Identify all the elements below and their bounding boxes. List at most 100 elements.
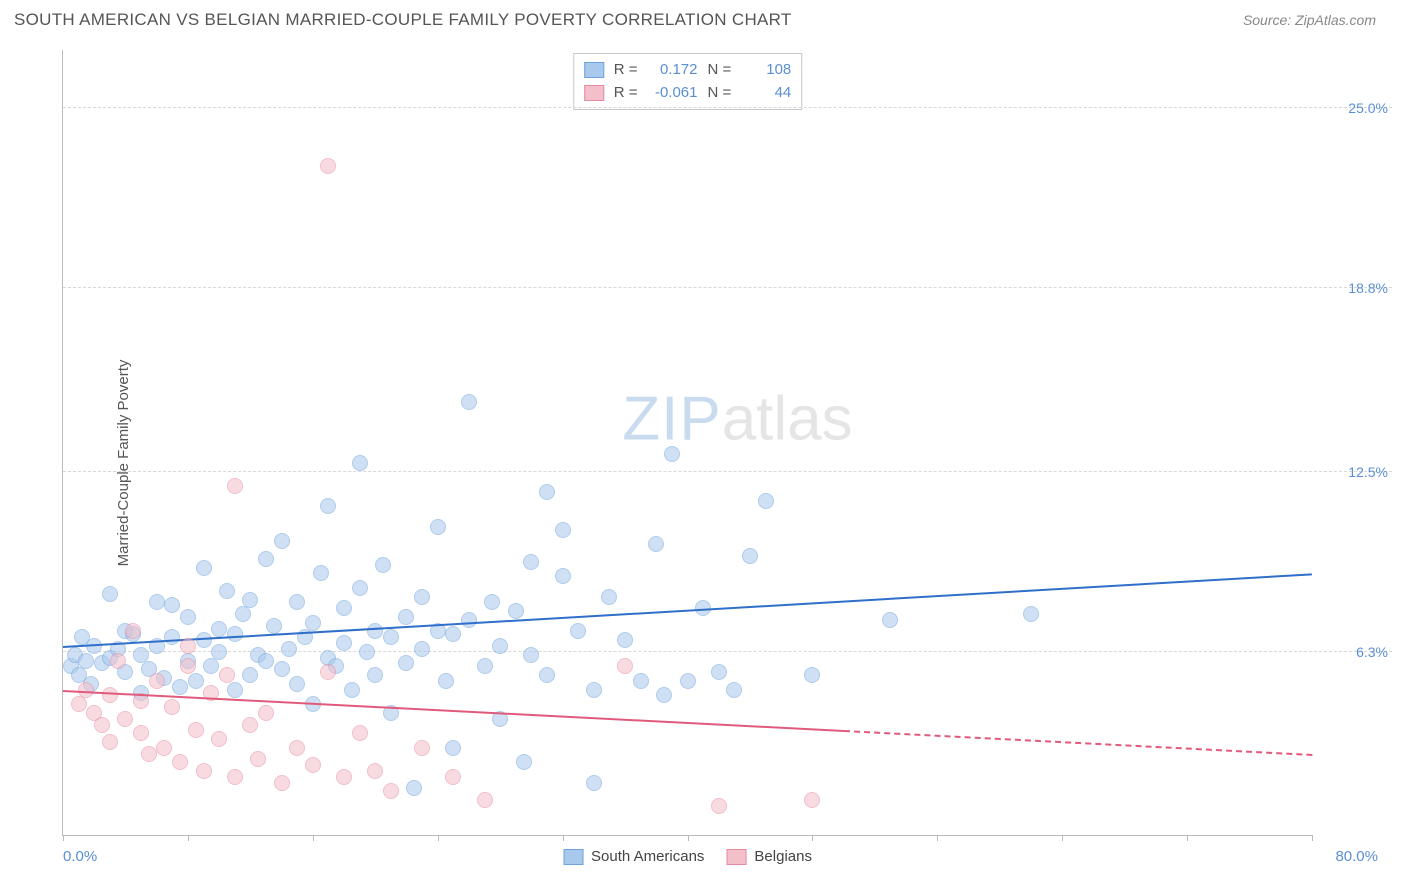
data-point-south_americans [523, 554, 539, 570]
data-point-south_americans [359, 644, 375, 660]
legend-label-1: Belgians [754, 848, 812, 865]
stats-row-1: R = -0.061 N = 44 [584, 81, 792, 104]
data-point-belgians [149, 673, 165, 689]
data-point-south_americans [164, 597, 180, 613]
data-point-south_americans [352, 580, 368, 596]
data-point-south_americans [211, 621, 227, 637]
data-point-south_americans [219, 583, 235, 599]
data-point-south_americans [242, 592, 258, 608]
x-tick [438, 835, 439, 841]
data-point-south_americans [633, 673, 649, 689]
data-point-south_americans [352, 455, 368, 471]
data-point-belgians [78, 682, 94, 698]
x-axis-max: 80.0% [1335, 848, 1378, 865]
data-point-south_americans [680, 673, 696, 689]
data-point-belgians [414, 740, 430, 756]
data-point-south_americans [484, 594, 500, 610]
gridline [63, 107, 1392, 108]
data-point-belgians [320, 664, 336, 680]
data-point-belgians [804, 792, 820, 808]
legend-swatch-1 [726, 849, 746, 865]
data-point-south_americans [196, 560, 212, 576]
y-tick-label: 25.0% [1348, 100, 1388, 116]
chart-source: Source: ZipAtlas.com [1243, 12, 1376, 28]
data-point-south_americans [289, 594, 305, 610]
data-point-south_americans [235, 606, 251, 622]
legend-swatch-0 [563, 849, 583, 865]
data-point-south_americans [664, 446, 680, 462]
data-point-south_americans [102, 586, 118, 602]
data-point-south_americans [180, 609, 196, 625]
data-point-south_americans [523, 647, 539, 663]
data-point-south_americans [539, 484, 555, 500]
data-point-south_americans [570, 623, 586, 639]
data-point-south_americans [586, 682, 602, 698]
data-point-south_americans [430, 519, 446, 535]
data-point-south_americans [586, 775, 602, 791]
data-point-south_americans [367, 623, 383, 639]
data-point-belgians [211, 731, 227, 747]
data-point-south_americans [313, 565, 329, 581]
data-point-south_americans [398, 655, 414, 671]
data-point-south_americans [617, 632, 633, 648]
stats-swatch-1 [584, 85, 604, 101]
x-tick [188, 835, 189, 841]
data-point-south_americans [882, 612, 898, 628]
data-point-belgians [180, 638, 196, 654]
data-point-belgians [125, 623, 141, 639]
data-point-south_americans [164, 629, 180, 645]
data-point-belgians [617, 658, 633, 674]
trendline [63, 690, 844, 732]
x-tick [1062, 835, 1063, 841]
legend-item-0: South Americans [563, 848, 704, 865]
data-point-south_americans [344, 682, 360, 698]
gridline [63, 471, 1392, 472]
data-point-south_americans [516, 754, 532, 770]
data-point-south_americans [742, 548, 758, 564]
data-point-south_americans [149, 594, 165, 610]
data-point-south_americans [555, 568, 571, 584]
data-point-south_americans [398, 609, 414, 625]
data-point-south_americans [336, 600, 352, 616]
data-point-south_americans [227, 626, 243, 642]
data-point-south_americans [539, 667, 555, 683]
trendline-extrapolated [844, 730, 1312, 756]
data-point-belgians [71, 696, 87, 712]
watermark-part1: ZIP [622, 384, 721, 453]
data-point-belgians [156, 740, 172, 756]
data-point-belgians [242, 717, 258, 733]
data-point-south_americans [383, 629, 399, 645]
data-point-south_americans [438, 673, 454, 689]
data-point-south_americans [726, 682, 742, 698]
data-point-south_americans [367, 667, 383, 683]
data-point-south_americans [274, 533, 290, 549]
legend-item-1: Belgians [726, 848, 812, 865]
series-legend: South Americans Belgians [563, 848, 812, 865]
x-tick [1312, 835, 1313, 841]
y-tick-label: 12.5% [1348, 464, 1388, 480]
r-value-1: -0.061 [648, 81, 698, 104]
data-point-belgians [477, 792, 493, 808]
data-point-south_americans [461, 394, 477, 410]
data-point-south_americans [188, 673, 204, 689]
data-point-south_americans [227, 682, 243, 698]
data-point-south_americans [78, 653, 94, 669]
data-point-south_americans [461, 612, 477, 628]
data-point-south_americans [258, 551, 274, 567]
data-point-belgians [711, 798, 727, 814]
data-point-belgians [102, 687, 118, 703]
data-point-south_americans [445, 626, 461, 642]
trendline [63, 573, 1312, 648]
data-point-belgians [196, 763, 212, 779]
data-point-south_americans [601, 589, 617, 605]
y-tick-label: 18.8% [1348, 280, 1388, 296]
legend-label-0: South Americans [591, 848, 704, 865]
chart-area: Married-Couple Family Poverty ZIPatlas R… [14, 42, 1392, 884]
data-point-belgians [94, 717, 110, 733]
data-point-belgians [172, 754, 188, 770]
data-point-south_americans [406, 780, 422, 796]
data-point-south_americans [414, 641, 430, 657]
watermark-part2: atlas [722, 384, 853, 453]
r-label: R = [614, 58, 638, 81]
data-point-south_americans [375, 557, 391, 573]
